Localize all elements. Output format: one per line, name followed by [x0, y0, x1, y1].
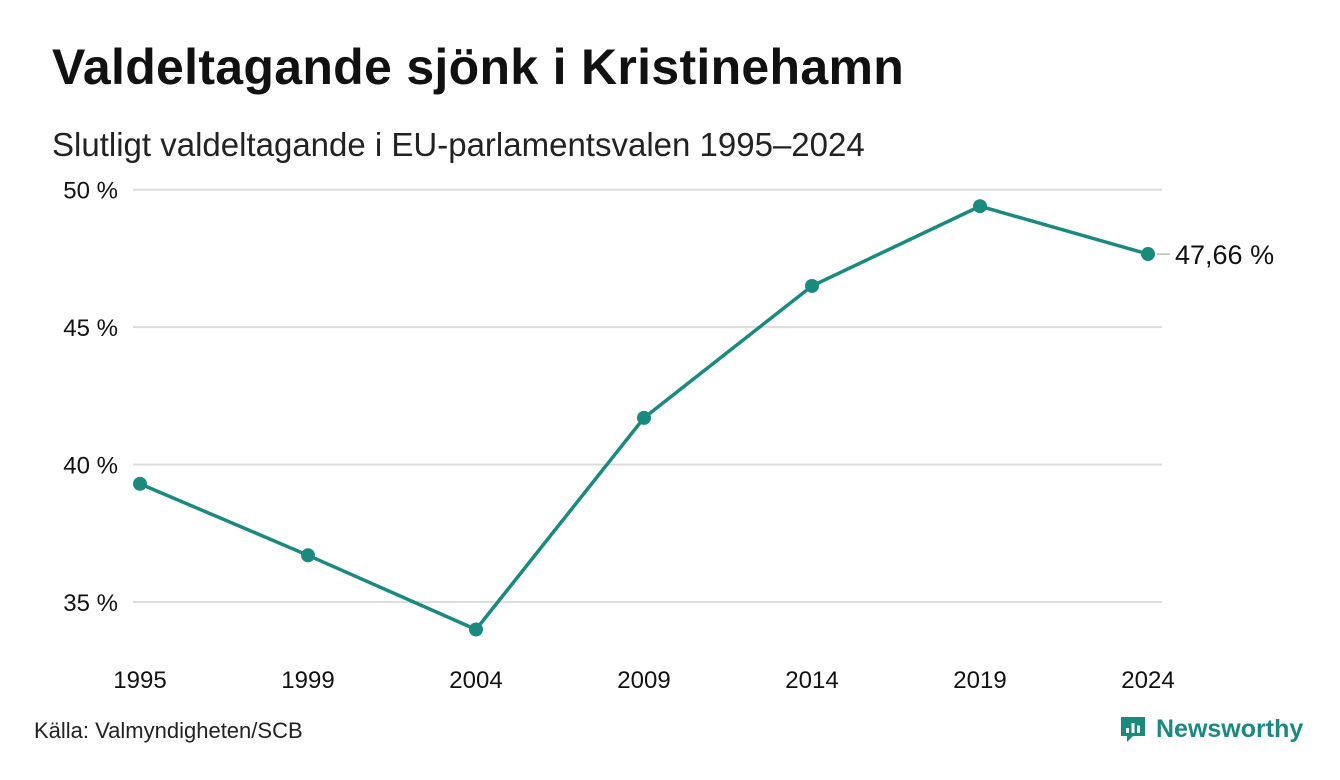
x-tick-label: 2019 — [953, 667, 1006, 694]
x-tick-label: 1995 — [113, 667, 166, 694]
brand-logo: Newsworthy — [1118, 714, 1303, 744]
x-tick-label: 2009 — [617, 667, 670, 694]
y-tick-label: 35 % — [63, 590, 118, 617]
y-tick-label: 45 % — [63, 315, 118, 342]
x-tick-label: 2014 — [785, 667, 838, 694]
x-tick-label: 2004 — [449, 667, 502, 694]
y-axis-ticks: 35 % 40 % 45 % 50 % — [63, 178, 118, 617]
data-point — [133, 476, 147, 491]
data-point — [1141, 247, 1155, 262]
data-point — [805, 278, 819, 293]
data-point — [469, 622, 483, 637]
data-point — [637, 410, 651, 425]
x-tick-label: 1999 — [281, 667, 334, 694]
annotation-layer: 47,66 % — [1157, 240, 1274, 270]
brand-name: Newsworthy — [1156, 714, 1304, 743]
grid-layer — [133, 188, 1162, 604]
chart-subtitle: Slutligt valdeltagande i EU-parlamentsva… — [52, 126, 865, 163]
newsworthy-logo-icon — [1121, 717, 1145, 742]
y-tick-label: 40 % — [63, 453, 118, 480]
y-tick-label: 50 % — [63, 178, 118, 205]
data-point — [973, 199, 987, 214]
x-axis-ticks: 1995 1999 2004 2009 2014 2019 2024 — [113, 667, 1174, 694]
x-tick-label: 2024 — [1121, 667, 1174, 694]
chart-title: Valdeltagande sjönk i Kristinehamn — [52, 39, 905, 95]
series-layer — [133, 199, 1155, 637]
source-note: Källa: Valmyndigheten/SCB — [34, 718, 303, 743]
data-point — [301, 548, 315, 563]
end-value-label: 47,66 % — [1175, 240, 1274, 270]
